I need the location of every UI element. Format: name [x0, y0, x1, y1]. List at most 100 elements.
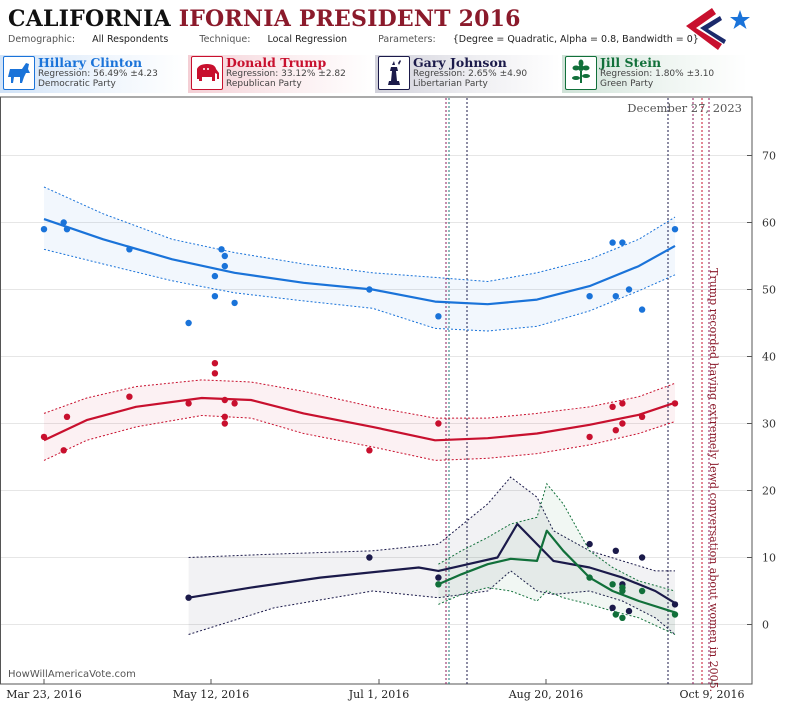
confidence-band-johnson	[188, 477, 675, 635]
poll-point-clinton	[435, 313, 442, 320]
poll-point-clinton	[619, 239, 626, 246]
title-rest: IFORNIA PRESIDENT 2016	[178, 6, 521, 32]
parameters-label: Parameters:	[378, 34, 436, 45]
lower-bound-stein	[438, 587, 676, 635]
poll-point-trump	[619, 420, 626, 427]
poll-point-trump	[211, 370, 219, 377]
candidate-name: Gary Johnson	[413, 55, 507, 70]
candidate-regression: Regression: 56.49% ±4.23	[38, 69, 158, 79]
trend-line-johnson	[188, 522, 676, 605]
upper-bound-clinton	[43, 186, 676, 283]
candidate-party: Democratic Party	[38, 79, 116, 89]
poll-point-johnson	[625, 607, 633, 615]
y-tick-label: 20	[762, 485, 776, 498]
poll-point-trump	[221, 420, 228, 427]
technique-label: Technique:	[199, 34, 251, 45]
poll-point-stein	[612, 611, 619, 618]
y-tick-label: 10	[762, 552, 776, 565]
x-tick-label: Oct 9, 2016	[679, 688, 744, 701]
poll-point-stein	[671, 611, 679, 618]
candidate-legend: Hillary Clinton Regression: 56.49% ±4.23…	[0, 55, 760, 93]
candidate-party: Green Party	[600, 79, 654, 89]
chart-date-label: December 27, 2023	[627, 101, 742, 115]
y-tick-label: 70	[762, 150, 776, 163]
poll-point-clinton	[126, 246, 133, 253]
y-tick-label: 40	[762, 351, 776, 364]
y-tick-label: 0	[762, 619, 769, 632]
site-logo[interactable]	[682, 4, 752, 52]
poll-point-trump	[221, 396, 228, 404]
poll-point-clinton	[671, 226, 679, 233]
confidence-band-clinton	[44, 187, 675, 331]
y-tick-label: 30	[762, 418, 776, 431]
upper-bound-johnson	[188, 476, 675, 572]
poll-point-johnson	[185, 594, 192, 601]
trend-line-trump	[43, 396, 676, 442]
poll-point-trump	[40, 433, 48, 441]
poll-point-johnson	[609, 604, 616, 611]
poll-point-johnson	[612, 547, 619, 554]
poll-point-trump	[671, 400, 679, 407]
confidence-band-stein	[438, 483, 675, 635]
candidate-regression: Regression: 33.12% ±2.82	[226, 69, 346, 79]
event-annotation: Trump recorded having extremely lewd con…	[707, 268, 720, 692]
candidate-name: Hillary Clinton	[38, 55, 143, 70]
poll-point-clinton	[185, 319, 192, 327]
poll-point-clinton	[60, 219, 67, 226]
poll-point-stein	[619, 587, 626, 595]
candidate-party: Republican Party	[226, 79, 302, 89]
poll-point-trump	[126, 393, 133, 400]
x-tick-label: Mar 23, 2016	[6, 688, 82, 701]
candidate-regression: Regression: 2.65% ±4.90	[413, 69, 528, 79]
poll-point-trump	[638, 413, 646, 420]
poll-point-trump	[211, 360, 219, 367]
x-tick-label: Jul 1, 2016	[348, 688, 410, 701]
x-tick-label: May 12, 2016	[173, 688, 250, 701]
statue-of-liberty-icon	[378, 56, 410, 90]
x-tick-label: Aug 20, 2016	[508, 688, 584, 701]
poll-point-clinton	[609, 239, 616, 246]
source-credit: HowWillAmericaVote.com	[8, 669, 136, 680]
lower-bound-johnson	[188, 570, 676, 635]
poll-point-stein	[619, 614, 626, 621]
poll-point-clinton	[218, 246, 225, 253]
poll-point-clinton	[211, 293, 219, 300]
candidate-party: Libertarian Party	[413, 79, 488, 89]
poll-point-stein	[638, 587, 646, 595]
y-tick-label: 60	[762, 217, 776, 230]
candidate-name: Jill Stein	[600, 55, 662, 70]
poll-point-trump	[435, 420, 442, 427]
demographic-value: All Respondents	[92, 34, 169, 45]
candidate-name: Donald Trump	[226, 55, 327, 70]
poll-point-johnson	[638, 554, 646, 561]
poll-point-trump	[609, 403, 616, 410]
poll-point-stein	[586, 574, 593, 581]
candidate-card-trump[interactable]: Donald Trump Regression: 33.12% ±2.82 Re…	[188, 55, 374, 93]
poll-point-trump	[612, 427, 619, 434]
poll-point-trump	[60, 447, 67, 454]
parameters-row: Demographic: All Respondents Technique: …	[8, 34, 727, 45]
poll-point-clinton	[63, 226, 71, 233]
upper-bound-stein	[438, 482, 676, 592]
poll-point-clinton	[221, 252, 228, 260]
flower-icon	[565, 56, 597, 90]
demographic-label: Demographic:	[8, 34, 76, 45]
candidate-card-stein[interactable]: Jill Stein Regression: 1.80% ±3.10 Green…	[562, 55, 748, 93]
poll-point-trump	[586, 433, 593, 441]
poll-point-trump	[231, 400, 238, 407]
poll-point-clinton	[625, 286, 633, 293]
poll-point-stein	[609, 581, 616, 588]
poll-point-johnson	[586, 540, 593, 548]
parameters-value: {Degree = Quadratic, Alpha = 0.8, Bandwi…	[452, 34, 699, 45]
candidate-card-clinton[interactable]: Hillary Clinton Regression: 56.49% ±4.23…	[0, 55, 186, 93]
poll-point-clinton	[612, 293, 619, 300]
poll-point-clinton	[221, 262, 228, 270]
poll-point-johnson	[366, 554, 373, 561]
y-tick-label: 50	[762, 284, 776, 297]
poll-point-trump	[366, 447, 373, 454]
poll-point-trump	[221, 413, 228, 420]
page-title: CALIFORNIA IFORNIA PRESIDENT 2016	[8, 6, 521, 32]
candidate-card-johnson[interactable]: Gary Johnson Regression: 2.65% ±4.90 Lib…	[375, 55, 561, 93]
poll-point-clinton	[638, 306, 646, 313]
